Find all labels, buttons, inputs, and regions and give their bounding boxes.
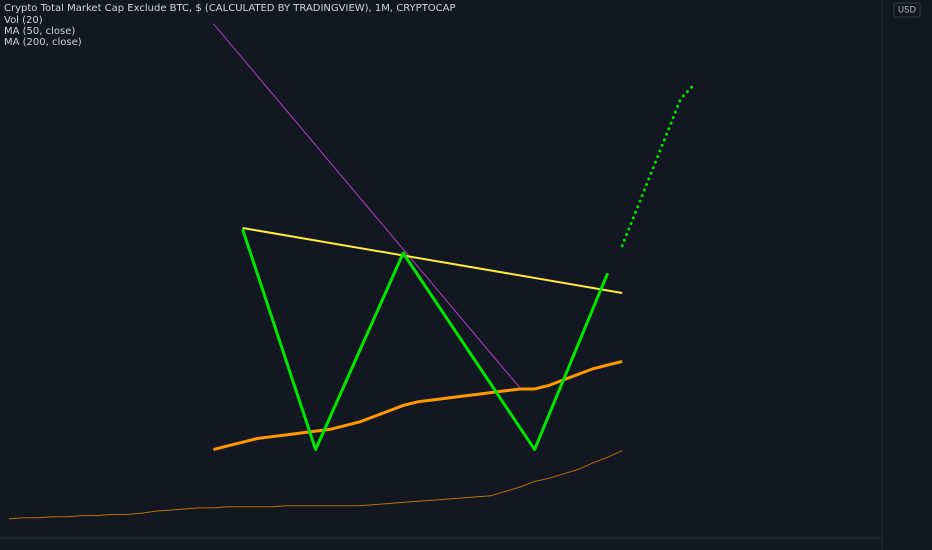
candles [213,359,623,451]
ma50-line [213,359,623,451]
drawings [213,23,697,452]
currency-box[interactable] [893,2,921,18]
indicator-label: MA (50, close) [4,26,75,37]
volume-ma-line [8,450,623,520]
legend: Crypto Total Market Cap Exclude BTC, $ (… [4,3,456,48]
indicator-label: MA (200, close) [4,37,82,48]
resistance-line [242,226,623,294]
chart-title: Crypto Total Market Cap Exclude BTC, $ (… [4,3,456,14]
indicator-label: Vol (20) [4,15,43,26]
w-pattern [241,228,609,452]
volume-pane [8,450,623,520]
trend-line [213,23,521,389]
projection-line [620,81,697,248]
currency[interactable]: USD [898,6,917,16]
